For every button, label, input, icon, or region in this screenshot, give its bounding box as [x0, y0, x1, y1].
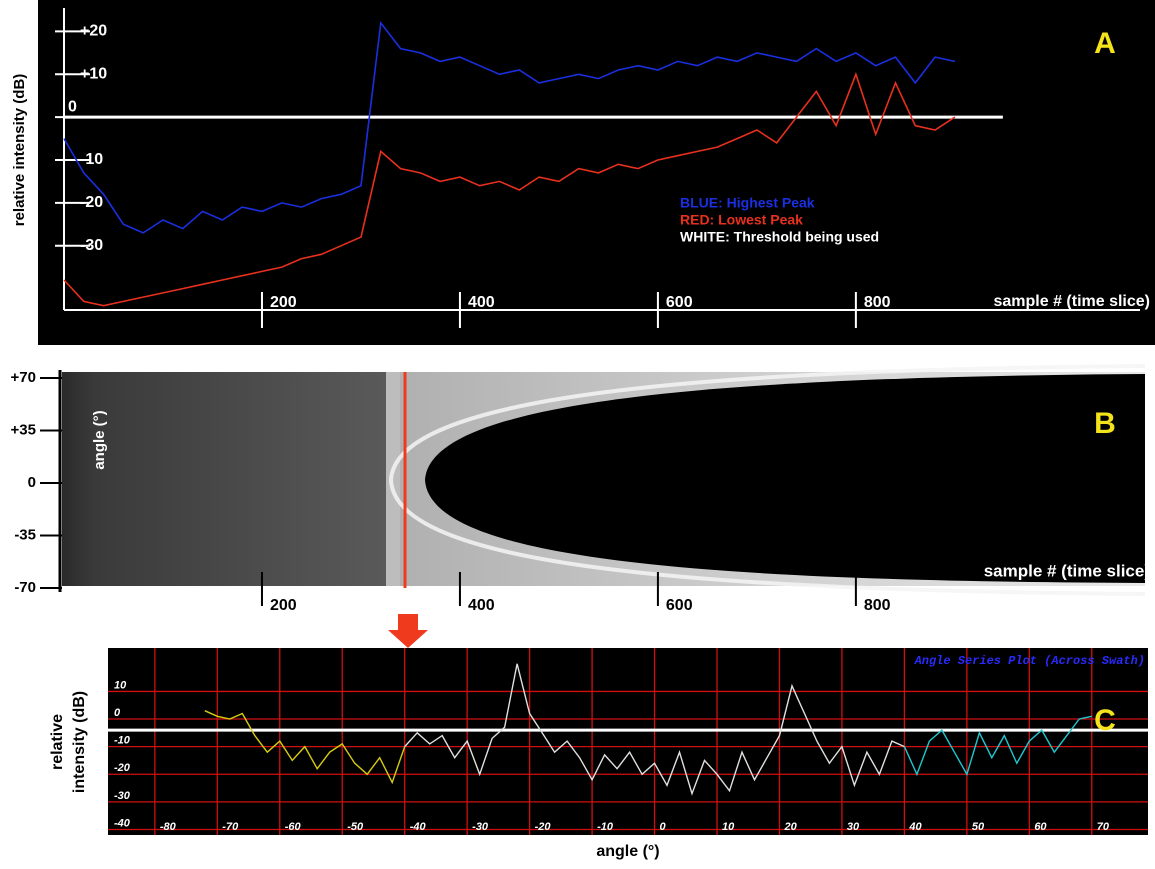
x-tick-label: -80 — [160, 821, 177, 833]
panel-c-background — [108, 648, 1148, 835]
legend-entry: BLUE: Highest Peak — [680, 195, 815, 211]
x-tick-label: -10 — [597, 821, 614, 833]
x-tick-label: 200 — [270, 597, 297, 614]
y-tick-label: -30 — [114, 790, 131, 802]
y-tick-label: +10 — [80, 66, 107, 83]
y-tick-label: +70 — [11, 369, 36, 386]
y-tick-label: -70 — [14, 579, 36, 596]
x-tick-label: 10 — [722, 821, 735, 833]
y-tick-label: -20 — [80, 194, 103, 211]
y-axis-label: relative — [49, 714, 66, 770]
series-line — [404, 663, 905, 796]
x-axis-label: sample # (time slice) — [993, 293, 1150, 310]
y-tick-label: -10 — [80, 151, 103, 168]
y-tick-label: +20 — [80, 23, 107, 40]
legend-entry: WHITE: Threshold being used — [680, 229, 879, 245]
x-tick-label: 60 — [1034, 821, 1047, 833]
x-tick-label: -20 — [535, 821, 552, 833]
x-tick-label: 20 — [783, 821, 797, 833]
y-tick-label: -30 — [80, 237, 103, 254]
panel-b-image — [62, 364, 1146, 596]
y-axis-label: angle (°) — [91, 410, 108, 469]
y-axis-label: intensity (dB) — [71, 691, 88, 793]
y-tick-label: 0 — [28, 474, 36, 491]
panel-label: A — [1094, 27, 1116, 60]
y-tick-label: -10 — [114, 735, 131, 747]
x-tick-label: 0 — [660, 821, 667, 833]
x-tick-label: 200 — [270, 294, 297, 311]
legend-entry: RED: Lowest Peak — [680, 212, 803, 228]
x-tick-label: 30 — [847, 821, 860, 833]
x-tick-label: -40 — [410, 821, 427, 833]
arrow — [388, 614, 428, 648]
y-tick-label: +35 — [11, 421, 36, 438]
x-tick-label: 600 — [666, 294, 693, 311]
y-tick-label: -40 — [114, 817, 131, 829]
y-tick-label: -20 — [114, 762, 131, 774]
x-tick-label: -30 — [472, 821, 489, 833]
panel-label: C — [1094, 704, 1116, 737]
x-tick-label: 400 — [468, 294, 495, 311]
x-axis-label: angle (°) — [596, 843, 659, 860]
y-axis-label: relative intensity (dB) — [11, 74, 28, 227]
series-line — [903, 715, 1092, 777]
series-line — [63, 71, 956, 307]
x-tick-label: -60 — [285, 821, 302, 833]
x-tick-label: -70 — [222, 821, 239, 833]
x-tick-label: 40 — [908, 821, 922, 833]
y-tick-label: 0 — [68, 98, 77, 115]
y-tick-label: -35 — [14, 526, 36, 543]
x-tick-label: -50 — [347, 821, 364, 833]
x-tick-label: 50 — [972, 821, 985, 833]
x-axis-label: sample # (time slice) — [984, 561, 1150, 580]
x-tick-label: 800 — [864, 294, 891, 311]
y-tick-label: 0 — [114, 707, 121, 719]
series-line — [204, 710, 406, 785]
series-line — [63, 20, 956, 234]
x-tick-label: 800 — [864, 597, 891, 614]
x-tick-label: 70 — [1097, 821, 1110, 833]
y-tick-label: 10 — [114, 679, 127, 691]
x-tick-label: 400 — [468, 597, 495, 614]
panel-label: B — [1094, 407, 1116, 440]
chart-title: Angle Series Plot (Across Swath) — [914, 654, 1145, 668]
x-tick-label: 600 — [666, 597, 693, 614]
